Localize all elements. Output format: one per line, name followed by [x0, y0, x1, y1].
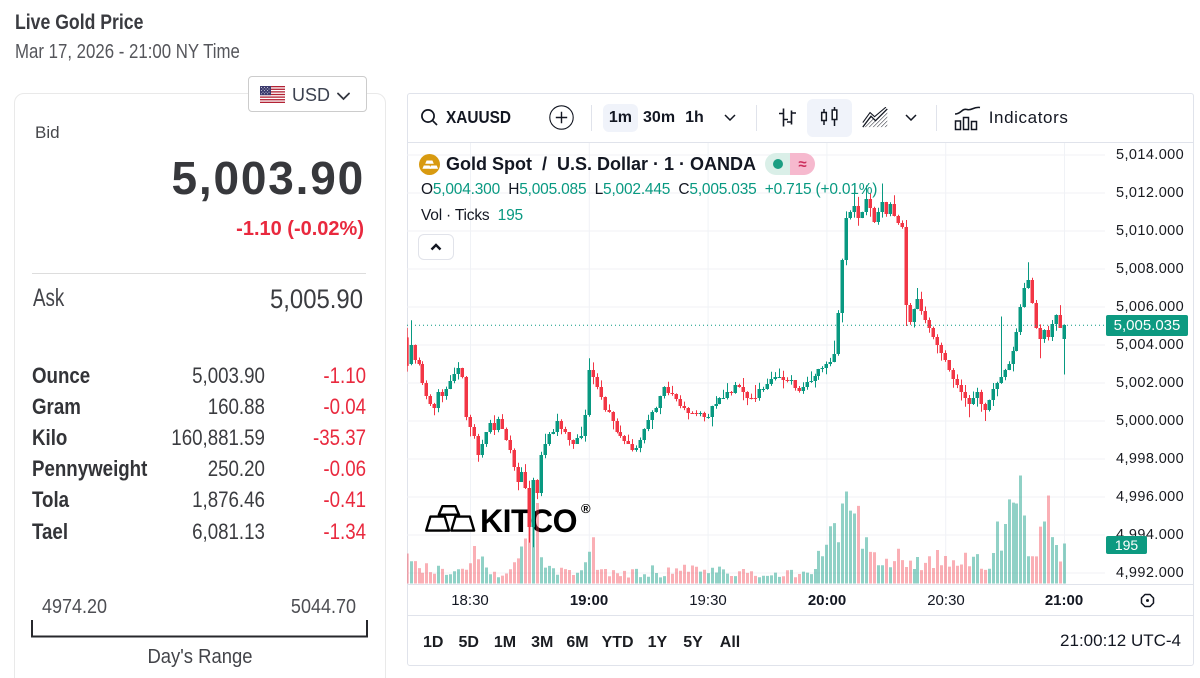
svg-text:®: ®: [581, 501, 591, 516]
